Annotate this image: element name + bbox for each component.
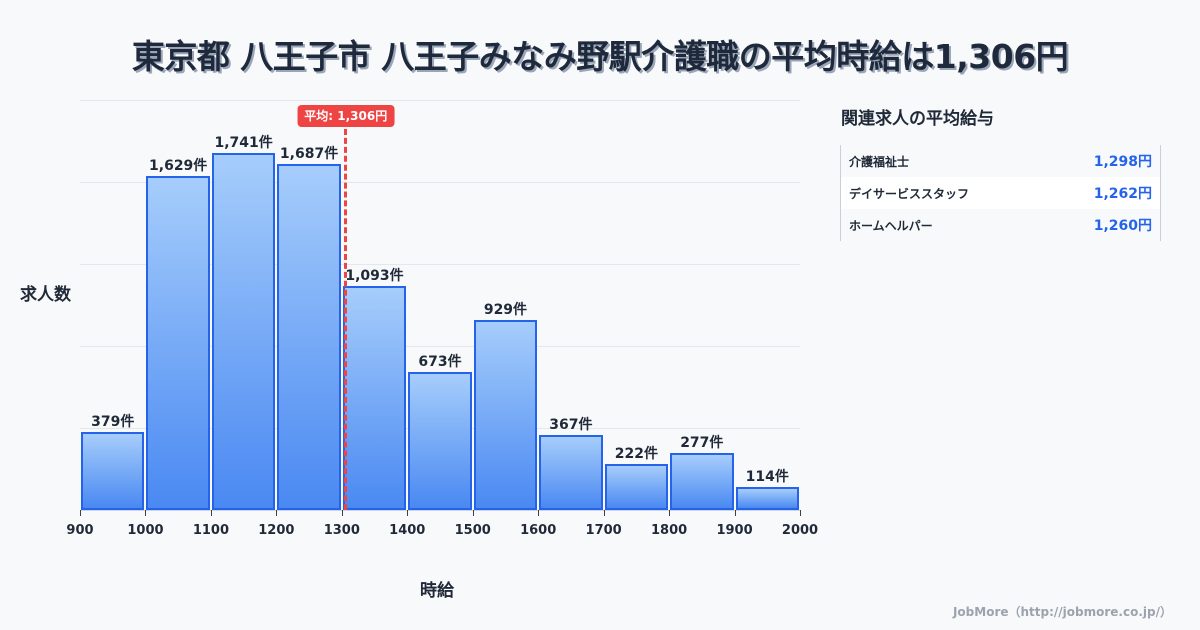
footer-credit: JobMore（http://jobmore.co.jp/） (952, 605, 1172, 619)
x-axis-line (80, 510, 800, 511)
average-line (344, 129, 348, 510)
related-jobs-table: 介護福祉士 1,298円 デイサービススタッフ 1,262円 ホームヘルパー 1… (840, 145, 1161, 241)
bar-value-label: 222件 (614, 446, 658, 463)
histogram-bar (735, 486, 799, 510)
gridline (80, 264, 800, 265)
job-wage: 1,262円 (1093, 186, 1152, 202)
histogram-bar (342, 285, 407, 510)
job-name: デイサービススタッフ (849, 186, 970, 201)
x-tick (603, 510, 605, 516)
histogram-bar (81, 432, 145, 510)
related-job-row: 介護福祉士 1,298円 (841, 145, 1160, 177)
x-tick (276, 510, 278, 516)
histogram-bar (604, 464, 669, 510)
x-tick (538, 510, 540, 516)
bar-value-label: 1,687件 (279, 146, 339, 163)
x-tick-label: 2000 (781, 523, 819, 538)
job-wage: 1,298円 (1093, 154, 1152, 170)
bar-value-label: 1,741件 (214, 135, 273, 152)
bar-value-label: 673件 (418, 354, 462, 371)
x-tick-label: 1700 (585, 523, 622, 538)
y-axis-label: 求人数 (20, 285, 71, 305)
x-tick (734, 510, 736, 516)
bar-value-label: 114件 (745, 468, 789, 485)
job-name: 介護福祉士 (849, 154, 910, 169)
gridline (80, 182, 800, 183)
x-tick-label: 1000 (127, 523, 164, 538)
x-tick-label: 1400 (389, 523, 426, 538)
bar-value-label: 1,629件 (149, 158, 208, 175)
bar-value-label: 277件 (680, 435, 724, 452)
related-job-row: ホームヘルパー 1,260円 (841, 209, 1160, 241)
histogram-bar (670, 453, 734, 510)
histogram-bar (408, 372, 472, 510)
related-jobs-title: 関連求人の平均給与 (841, 109, 994, 129)
x-tick (80, 510, 81, 516)
x-tick-label: 1900 (716, 523, 753, 538)
x-tick-label: 1600 (520, 523, 557, 538)
x-tick-label: 1800 (650, 523, 688, 538)
gridline (80, 100, 800, 101)
bar-value-label: 1,093件 (345, 267, 404, 284)
bar-value-label: 379件 (91, 414, 135, 431)
x-tick (341, 510, 343, 516)
page-title: 東京都 八王子市 八王子みなみ野駅介護職の平均時給は1,306円 (131, 37, 1069, 76)
histogram-chart: 379件 1,629件 1,741件 1,687件 1,093件 673件 929件 367件… (66, 100, 818, 538)
related-job-row: デイサービススタッフ 1,262円 (841, 177, 1160, 209)
histogram-bar (146, 176, 210, 510)
x-tick-label: 1300 (323, 523, 360, 538)
x-tick (472, 510, 474, 516)
histogram-bar (539, 434, 603, 510)
histogram-bar (277, 164, 341, 510)
x-tick-label: 1500 (454, 523, 491, 538)
x-tick (407, 510, 409, 516)
x-tick-label: 1100 (192, 523, 229, 538)
job-wage: 1,260円 (1093, 218, 1152, 234)
histogram-bar (473, 319, 538, 510)
job-name: ホームヘルパー (849, 218, 933, 233)
average-badge: 平均: 1,306円 (297, 105, 395, 127)
gridline (80, 346, 800, 347)
x-tick (669, 510, 671, 516)
x-tick-label: 900 (66, 523, 94, 538)
bar-value-label: 929件 (483, 301, 528, 318)
histogram-bar (211, 153, 276, 510)
x-tick (800, 510, 801, 516)
x-tick (210, 510, 212, 516)
x-tick (145, 510, 147, 516)
x-axis-label: 時給 (420, 581, 454, 601)
bar-value-label: 367件 (549, 416, 593, 433)
x-tick-label: 1200 (258, 523, 295, 538)
